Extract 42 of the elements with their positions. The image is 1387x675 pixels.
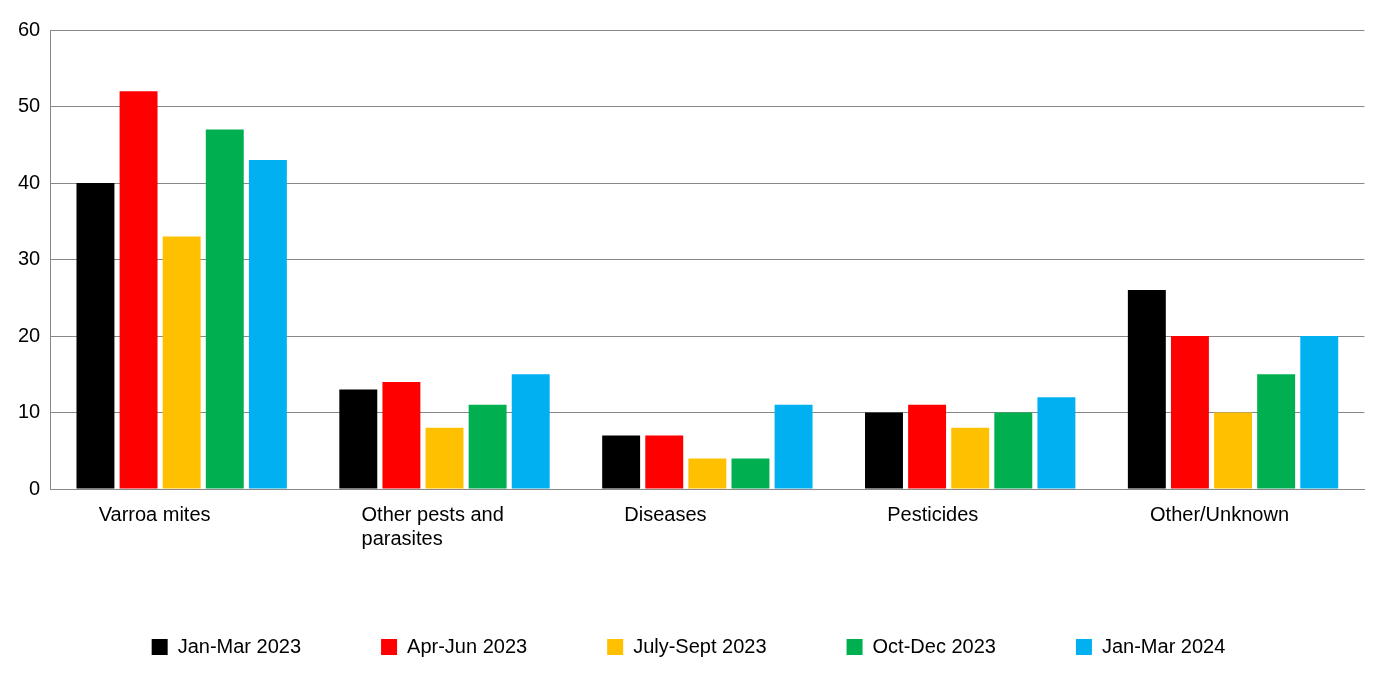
bar [468, 404, 507, 489]
bar [382, 381, 421, 489]
legend-label: Oct-Dec 2023 [872, 634, 996, 657]
bar [645, 435, 684, 489]
x-tick-label: Other/Unknown [1150, 502, 1290, 525]
bar [865, 412, 903, 489]
y-tick-label: 30 [18, 247, 41, 270]
bar [994, 412, 1033, 489]
y-tick-label: 0 [29, 476, 41, 499]
bar [1127, 290, 1166, 489]
bar [119, 91, 158, 489]
y-tick-label: 50 [18, 94, 41, 117]
bar [76, 183, 115, 489]
bar [774, 404, 813, 489]
y-tick-label: 10 [18, 400, 41, 423]
y-tick-label: 20 [18, 323, 41, 346]
legend-label: Jan-Mar 2023 [177, 634, 302, 657]
bar [248, 160, 287, 489]
y-tick-label: 40 [18, 170, 41, 193]
bar [1257, 374, 1296, 489]
bar [602, 435, 641, 489]
legend-label: July-Sept 2023 [633, 634, 767, 657]
bar [908, 404, 947, 489]
bar [951, 427, 990, 489]
y-tick-label: 60 [18, 17, 41, 40]
bar [511, 374, 550, 489]
bar [1037, 397, 1076, 489]
bar [1170, 336, 1209, 489]
bar [425, 427, 464, 489]
bar [688, 458, 727, 489]
bar [205, 129, 244, 489]
legend-label: Jan-Mar 2024 [1101, 634, 1226, 657]
bar [1214, 412, 1253, 489]
x-tick-label: Diseases [624, 502, 707, 525]
legend-label: Apr-Jun 2023 [407, 634, 528, 657]
bar [162, 236, 201, 489]
x-tick-label: Varroa mites [98, 502, 211, 525]
bar [731, 458, 770, 489]
x-tick-label: Other pests and parasites [361, 502, 504, 549]
x-tick-label: Pesticides [887, 502, 979, 525]
bar [339, 389, 378, 489]
bar [1300, 336, 1339, 489]
